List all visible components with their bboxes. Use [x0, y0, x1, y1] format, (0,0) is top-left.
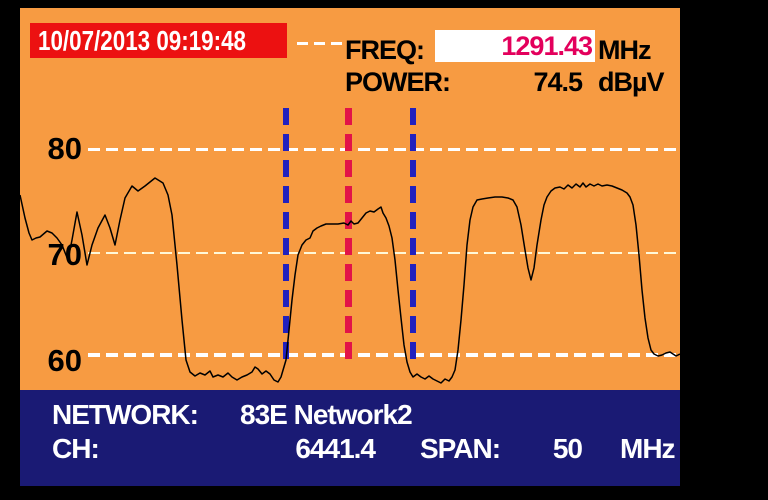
datetime-box: 10/07/2013 09:19:48	[30, 23, 287, 58]
dashed-connector	[297, 42, 347, 45]
datetime-text: 10/07/2013 09:19:48	[38, 25, 246, 56]
marker-channel-lower	[283, 108, 289, 368]
channel-label: CH:	[52, 433, 100, 464]
freq-value: 1291.43	[501, 31, 593, 61]
spectrum-panel: 10/07/2013 09:19:48 FREQ: 1291.43 MHz PO…	[20, 8, 680, 390]
scale-label-60: 60	[47, 343, 82, 378]
span-unit: MHz	[620, 433, 676, 464]
freq-label: FREQ:	[345, 35, 425, 65]
network-value: 83E Network2	[240, 399, 413, 430]
power-unit: dBµV	[598, 67, 665, 97]
freq-input-field[interactable]: 1291.43	[435, 30, 595, 62]
spectrum-trace	[20, 177, 680, 384]
span-label: SPAN:	[420, 433, 501, 464]
network-label: NETWORK:	[52, 399, 199, 430]
freq-unit: MHz	[598, 35, 651, 65]
power-value: 74.5	[533, 67, 583, 97]
gridline-70	[88, 252, 678, 254]
marker-tuned-frequency	[345, 108, 352, 368]
gridline-80	[88, 148, 678, 151]
gridline-60	[88, 353, 678, 357]
scale-label-80: 80	[47, 131, 82, 166]
power-label: POWER:	[345, 67, 451, 97]
channel-value: 6441.4	[295, 433, 376, 464]
marker-channel-upper	[410, 108, 416, 368]
scale-label-70: 70	[47, 237, 82, 272]
info-bar: NETWORK: 83E Network2 CH: 6441.4 SPAN: 5…	[20, 390, 680, 486]
span-value: 50	[552, 433, 583, 464]
